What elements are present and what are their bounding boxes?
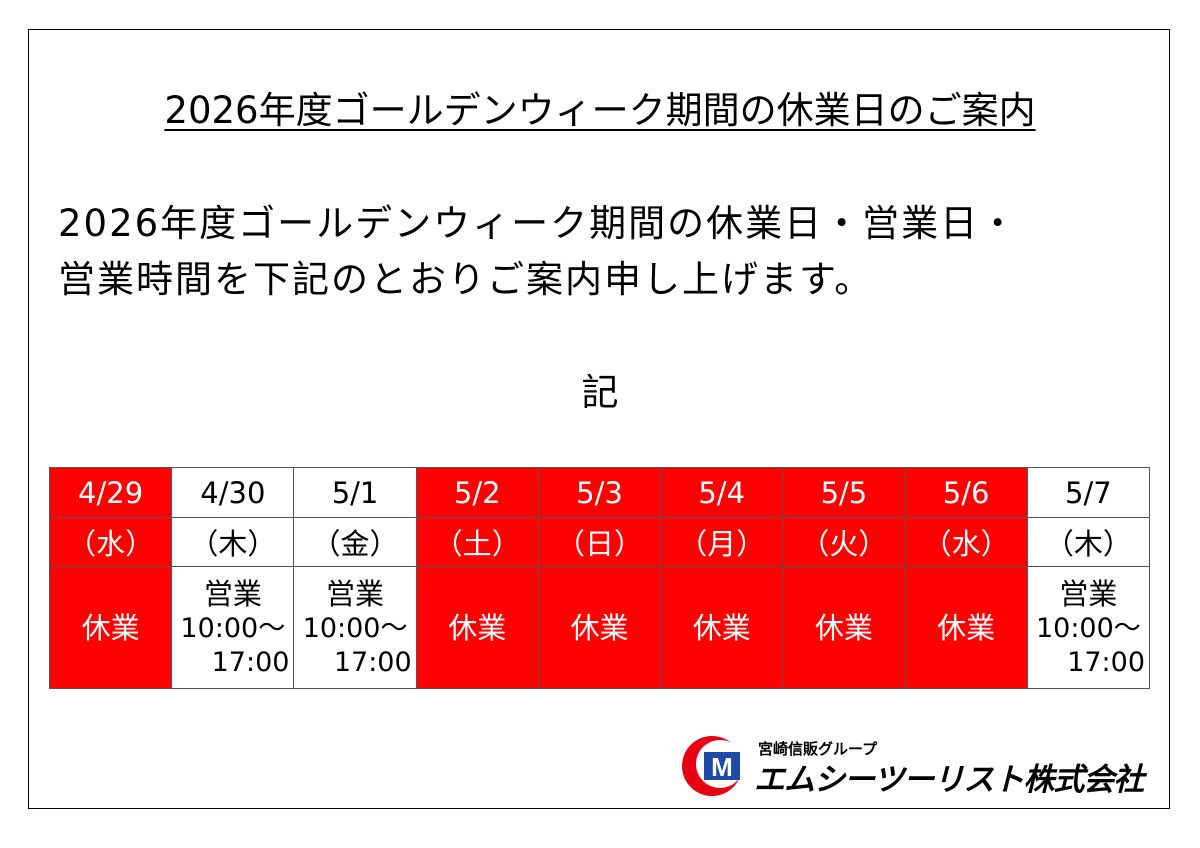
- hours-to: 17:00: [211, 646, 290, 678]
- status-label: 営業: [1059, 576, 1118, 611]
- hours-from: 10:00～: [1035, 612, 1141, 644]
- status-cell: 休業: [48, 566, 173, 689]
- status-label: 営業: [326, 576, 385, 611]
- status-label: 休業: [814, 610, 873, 645]
- status-cell: 休業: [415, 566, 539, 689]
- weekday-cell: （金）: [293, 517, 417, 567]
- company-name: エムシーツーリスト株式会社: [754, 762, 1144, 798]
- hours-from: 10:00～: [302, 612, 408, 644]
- intro-text: 2026年度ゴールデンウィーク期間の休業日・営業日・ 営業時間を下記のとおりご案…: [58, 202, 1019, 301]
- weekday-cell: （土）: [415, 517, 539, 567]
- hours-from: 10:00～: [180, 612, 286, 644]
- page-border: [28, 29, 1170, 809]
- weekday-cell: （火）: [782, 517, 906, 567]
- date-cell: 5/7: [1026, 467, 1151, 518]
- status-cell: 営業 10:00～ 17:00: [1026, 566, 1151, 689]
- date-cell: 5/2: [415, 467, 539, 518]
- date-cell: 5/6: [904, 467, 1028, 518]
- status-label: 休業: [448, 610, 507, 645]
- schedule-table: 4/29 4/30 5/1 5/2 5/3 5/4 5/5 5/6 5/7 （水） （木） （金）（…: [48, 467, 1151, 689]
- weekday-cell: （水）: [904, 517, 1028, 567]
- weekday-cell: （日）: [537, 517, 662, 567]
- status-label: 休業: [570, 610, 629, 645]
- weekday-cell: （木）: [1026, 517, 1151, 567]
- status-cell: 営業 10:00～ 17:00: [293, 566, 417, 689]
- status-label: 休業: [81, 610, 140, 645]
- page-title: 2026年度ゴールデンウィーク期間の休業日のご案内: [164, 89, 1036, 132]
- status-cell: 休業: [660, 566, 784, 689]
- weekday-cell: （木）: [171, 517, 295, 567]
- hours-to: 17:00: [1067, 646, 1145, 678]
- svg-text:M: M: [711, 752, 733, 782]
- group-name: 宮崎信販グループ: [758, 740, 878, 758]
- hours-to: 17:00: [333, 646, 412, 678]
- status-cell: 休業: [537, 566, 662, 689]
- date-cell: 5/3: [537, 467, 662, 518]
- status-label: 休業: [937, 610, 996, 645]
- date-cell: 5/1: [293, 467, 417, 518]
- date-cell: 4/29: [48, 467, 173, 518]
- weekday-cell: （月）: [660, 517, 784, 567]
- status-label: 休業: [692, 610, 751, 645]
- status-cell: 休業: [782, 566, 906, 689]
- logo-mark-icon: M: [682, 736, 744, 796]
- company-logo: M 宮崎信販グループ エムシーツーリスト株式会社: [680, 734, 1150, 798]
- weekday-cell: （水）: [48, 517, 173, 567]
- date-cell: 5/5: [782, 467, 906, 518]
- status-cell: 休業: [904, 566, 1028, 689]
- date-cell: 5/4: [660, 467, 784, 518]
- date-cell: 4/30: [171, 467, 295, 518]
- status-label: 営業: [203, 576, 262, 611]
- status-cell: 営業 10:00～ 17:00: [171, 566, 295, 689]
- ki-heading: 記: [581, 371, 619, 414]
